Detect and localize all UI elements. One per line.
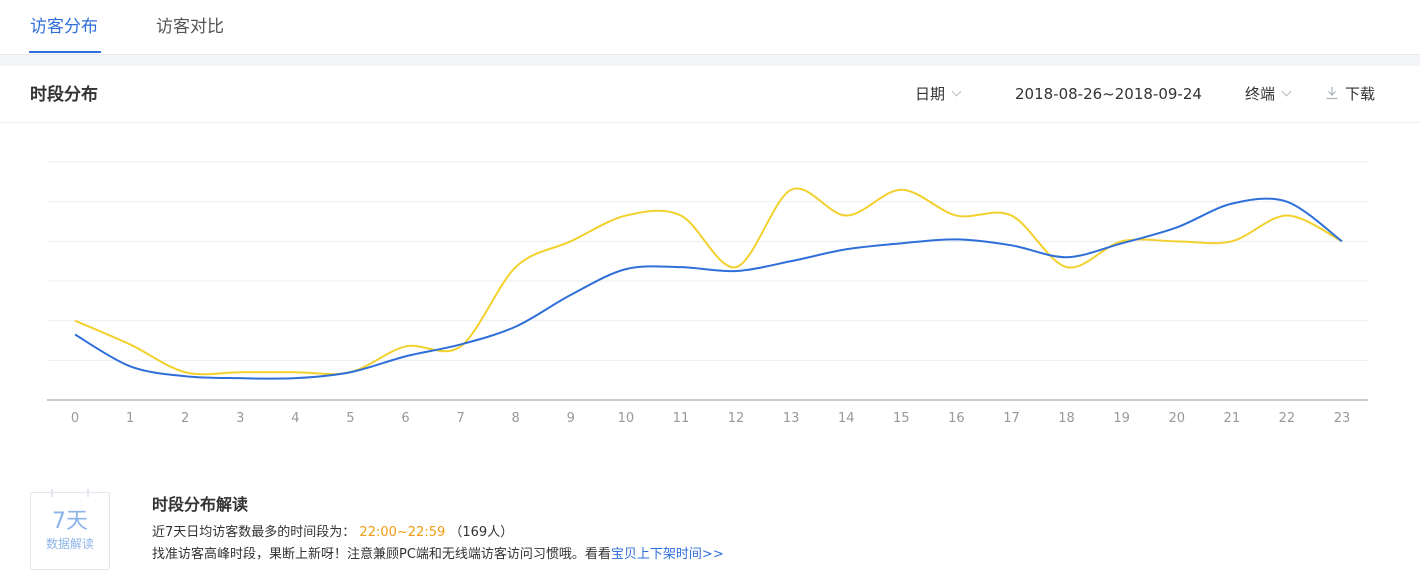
insight-title: 时段分布解读 [152, 495, 249, 514]
x-tick-label: 12 [728, 411, 745, 426]
terminal-label: 终端 [1245, 85, 1276, 103]
seven-day-badge: 7天 数据解读 [30, 489, 110, 570]
x-tick-label: 6 [401, 411, 409, 426]
x-tick-label: 8 [512, 411, 520, 426]
peak-count: （169人） [449, 525, 514, 540]
x-tick-label: 10 [618, 411, 635, 426]
chevron-down-icon [1281, 86, 1292, 97]
x-tick-label: 5 [346, 411, 354, 426]
insight-section: 7天 数据解读 时段分布解读 近7天日均访客数最多的时间段为： 22:00~22… [0, 480, 1420, 580]
series-line-yellow [74, 187, 1343, 376]
x-tick-label: 0 [71, 411, 79, 426]
x-tick-label: 4 [291, 411, 299, 426]
chevron-down-icon [951, 86, 962, 97]
x-tick-label: 1 [126, 411, 134, 426]
x-tick-label: 23 [1334, 411, 1351, 426]
badge-main-text: 7天 [52, 509, 88, 534]
download-icon [1326, 87, 1338, 100]
x-tick-label: 18 [1058, 411, 1075, 426]
x-tick-label: 9 [567, 411, 575, 426]
time-distribution-chart: 0 1 2 3 4 5 6 7 8 9 10 11 12 13 14 15 16 17 18 19 20 21 22 23 [47, 161, 1368, 426]
peak-prefix: 近7天日均访客数最多的时间段为： [152, 525, 356, 540]
x-tick-label: 14 [838, 411, 855, 426]
x-tick-label: 3 [236, 411, 244, 426]
badge-sub-text: 数据解读 [45, 537, 94, 551]
chart-series [74, 187, 1343, 380]
date-range-picker[interactable]: 2018-08-26~2018-09-24 [1015, 85, 1202, 103]
series-line-blue [74, 197, 1343, 380]
insight-peak-line: 近7天日均访客数最多的时间段为： 22:00~22:59 （169人） [152, 524, 513, 542]
download-button[interactable]: 下载 [1325, 84, 1375, 104]
panel-header: 时段分布 日期 2018-08-26~2018-09-24 终端 下载 [0, 66, 1420, 123]
x-tick-label: 19 [1113, 411, 1130, 426]
x-tick-label: 21 [1224, 411, 1241, 426]
active-tab-indicator [29, 51, 101, 53]
peak-time: 22:00~22:59 [359, 525, 446, 540]
x-tick-label: 13 [783, 411, 800, 426]
section-gap [0, 55, 1420, 66]
x-tick-label: 11 [673, 411, 690, 426]
x-tick-label: 22 [1279, 411, 1296, 426]
top-tabs: 访客分布 访客对比 [0, 0, 1420, 55]
listing-time-link[interactable]: 宝贝上下架时间>> [610, 547, 724, 562]
insight-tip-line: 找准访客高峰时段，果断上新呀！注意兼顾PC端和无线端访客访问习惯哦。看看宝贝上下… [152, 546, 724, 564]
date-type-dropdown[interactable]: 日期 [915, 84, 962, 104]
x-tick-label: 16 [948, 411, 965, 426]
date-type-label: 日期 [915, 85, 946, 103]
tab-visitor-comparison[interactable]: 访客对比 [156, 17, 224, 37]
x-tick-label: 15 [893, 411, 910, 426]
panel-title: 时段分布 [30, 85, 98, 105]
terminal-dropdown[interactable]: 终端 [1245, 84, 1292, 104]
chart-grid [47, 161, 1368, 401]
x-tick-label: 2 [181, 411, 189, 426]
x-tick-label: 17 [1003, 411, 1020, 426]
download-label: 下载 [1345, 85, 1376, 103]
tip-text: 找准访客高峰时段，果断上新呀！注意兼顾PC端和无线端访客访问习惯哦。看看 [152, 547, 611, 562]
x-tick-label: 20 [1168, 411, 1185, 426]
x-axis-labels: 0 1 2 3 4 5 6 7 8 9 10 11 12 13 14 15 16 17 18 19 20 21 22 23 [71, 411, 1350, 426]
tab-visitor-distribution[interactable]: 访客分布 [30, 17, 98, 37]
x-tick-label: 7 [456, 411, 464, 426]
